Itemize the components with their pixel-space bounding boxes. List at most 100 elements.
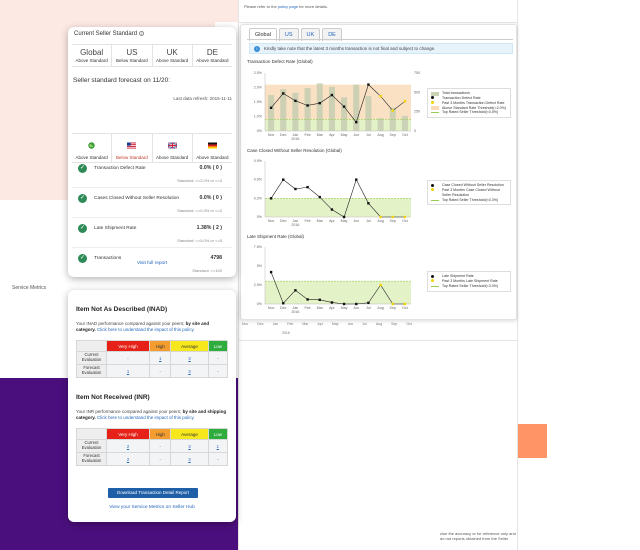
x-tick-label: Oct	[402, 133, 408, 137]
legend-item: Top Rated Seller Threshold(<0.5%)	[431, 110, 507, 115]
threshold-band-green	[265, 198, 411, 217]
x-tick-label: Sep	[390, 219, 396, 223]
recent-point	[391, 302, 394, 306]
x-tick-label: Oct	[406, 322, 412, 326]
tab-us[interactable]: US	[278, 28, 299, 41]
header-high: High	[148, 428, 172, 440]
metric-value: 0.0% ( 0 )	[199, 195, 223, 201]
download-report-button[interactable]: Download Transaction Detail Report	[108, 488, 198, 498]
x-tick-label: Mar	[317, 306, 324, 310]
y-tick-label: 0.9%	[254, 159, 263, 163]
header-low: Low	[207, 428, 229, 440]
table-cell-link[interactable]: 3	[170, 364, 209, 378]
legend-item: Top Rated Seller Threshold(<0.3%)	[431, 198, 507, 203]
x-tick-label: Aug	[377, 219, 383, 223]
volume-bar	[341, 97, 348, 131]
x-tick-label: Jul	[366, 219, 371, 223]
tab-de[interactable]: DE	[322, 28, 342, 41]
table-header-row: Very High High Average Low	[76, 340, 229, 352]
forecast-global[interactable]: Above Standard	[72, 134, 113, 162]
service-metrics-heading: Service Metrics	[12, 285, 47, 291]
region-de[interactable]: DE Above Standard	[193, 45, 232, 66]
x-tick-label: Dec	[257, 322, 264, 326]
y-tick-label: 2.0%	[254, 86, 263, 90]
x-tick-label: Dec	[280, 306, 287, 310]
x-tick-label: May	[341, 133, 348, 137]
seller-hub-metrics-link[interactable]: View your Service Metrics on Seller Hub	[109, 505, 195, 510]
row-label: Forecast Evaluation	[76, 364, 107, 378]
metric-name: Cases Closed Without Seller Resolution	[94, 196, 180, 201]
cases-legend: Case Closed Without Seller Resolution Pa…	[427, 180, 511, 206]
legend-swatch-line	[431, 112, 439, 114]
inr-policy-link[interactable]: Click here to understand the impact of t…	[96, 414, 195, 420]
table-cell-link[interactable]: 1	[207, 439, 229, 453]
rate-point	[355, 302, 358, 306]
y-tick-label: 5%	[257, 264, 263, 268]
y2-tick-label: 500	[414, 90, 420, 94]
tab-global[interactable]: Global	[249, 28, 277, 41]
y-tick-label: 2.5%	[254, 71, 263, 75]
table-cell: -	[148, 439, 172, 453]
visit-full-report-link[interactable]: Visit full report	[136, 261, 168, 266]
table-cell-link[interactable]: 3	[170, 351, 209, 365]
rate-point	[342, 302, 346, 306]
x-tick-label: Feb	[287, 322, 294, 326]
metric-late-shipment-rate: ✓ Late Shipment Rate 1.38% ( 2 ) Standar…	[72, 218, 232, 248]
table-row: Current Evaluation - 1 3 -	[76, 351, 229, 365]
table-cell-link[interactable]: 3	[170, 439, 209, 453]
tab-uk[interactable]: UK	[300, 28, 321, 41]
recent-point	[391, 109, 394, 112]
table-cell-link[interactable]: 3	[170, 452, 209, 466]
rate-point	[318, 101, 321, 105]
rate-line	[270, 84, 406, 123]
info-icon: i	[254, 46, 260, 52]
rate-point	[306, 185, 309, 189]
x-tick-label: Nov	[242, 322, 249, 326]
de-flag-icon	[207, 142, 217, 149]
forecast-de[interactable]: Above Standard	[193, 134, 232, 162]
y2-tick-label: 250	[414, 110, 420, 114]
metric-transaction-defect-rate: ✓ Transaction Defect Rate 0.0% ( 0 ) Sta…	[72, 158, 232, 188]
policy-page-link[interactable]: policy page	[277, 4, 299, 9]
x-tick-label: Feb	[304, 133, 310, 137]
x-tick-label: Sep	[390, 306, 396, 310]
header-high: High	[148, 340, 172, 352]
check-icon: ✓	[78, 194, 87, 203]
recent-point	[403, 215, 407, 219]
recent-point	[379, 283, 382, 287]
legend-item: Past 3 Months Late Shipment Rate	[431, 279, 507, 284]
table-cell-link[interactable]: 2	[106, 439, 150, 453]
policy-note-prefix: Please refer to the	[244, 4, 277, 9]
late-legend: Late Shipment Rate Past 3 Months Late Sh…	[427, 271, 511, 292]
table-cell: -	[148, 452, 172, 466]
legend-label: Past 3 Months Transaction Defect Rate	[442, 100, 505, 105]
legend-item: Top Rated Seller Threshold(<3.0%)	[431, 284, 507, 289]
table-cell-link[interactable]: 2	[106, 452, 150, 466]
report-divider	[238, 22, 518, 23]
table-cell-link[interactable]: 1	[106, 364, 150, 378]
legend-label: Late Shipment Rate	[442, 274, 474, 278]
legend-label: Case Closed Without Seller Resolution	[442, 183, 504, 187]
header-very-high: Very High	[106, 340, 150, 352]
forecast-us[interactable]: Below Standard	[112, 134, 153, 162]
table-cell-link[interactable]: 1	[148, 351, 172, 365]
forecast-uk[interactable]: Above Standard	[153, 134, 193, 162]
region-global[interactable]: Global Above Standard	[72, 45, 113, 66]
rate-point	[355, 178, 358, 181]
rate-point	[330, 208, 334, 211]
legend-swatch-dot	[431, 274, 434, 278]
x-tick-label: Apr	[329, 306, 335, 310]
performance-charts-card: Global US UK DE i Kindly take note that …	[240, 24, 517, 320]
region-uk[interactable]: UK Above Standard	[153, 45, 193, 66]
info-icon[interactable]: i	[139, 31, 145, 36]
rate-point	[282, 92, 285, 95]
rate-point	[330, 93, 334, 97]
rate-point	[294, 187, 297, 191]
y2-tick-label: 750	[414, 71, 420, 75]
forecast-status: Above Standard	[75, 155, 108, 160]
inad-title: Item Not As Described (INAD)	[76, 306, 168, 313]
legend-item: Above Standard Rate Threshold(<2.0%)	[431, 106, 507, 111]
current-standard-regions: Global Above Standard US Below Standard UK…	[72, 44, 232, 67]
inad-policy-link[interactable]: Click here to understand the impact of t…	[96, 326, 195, 332]
region-us[interactable]: US Below Standard	[112, 45, 153, 66]
